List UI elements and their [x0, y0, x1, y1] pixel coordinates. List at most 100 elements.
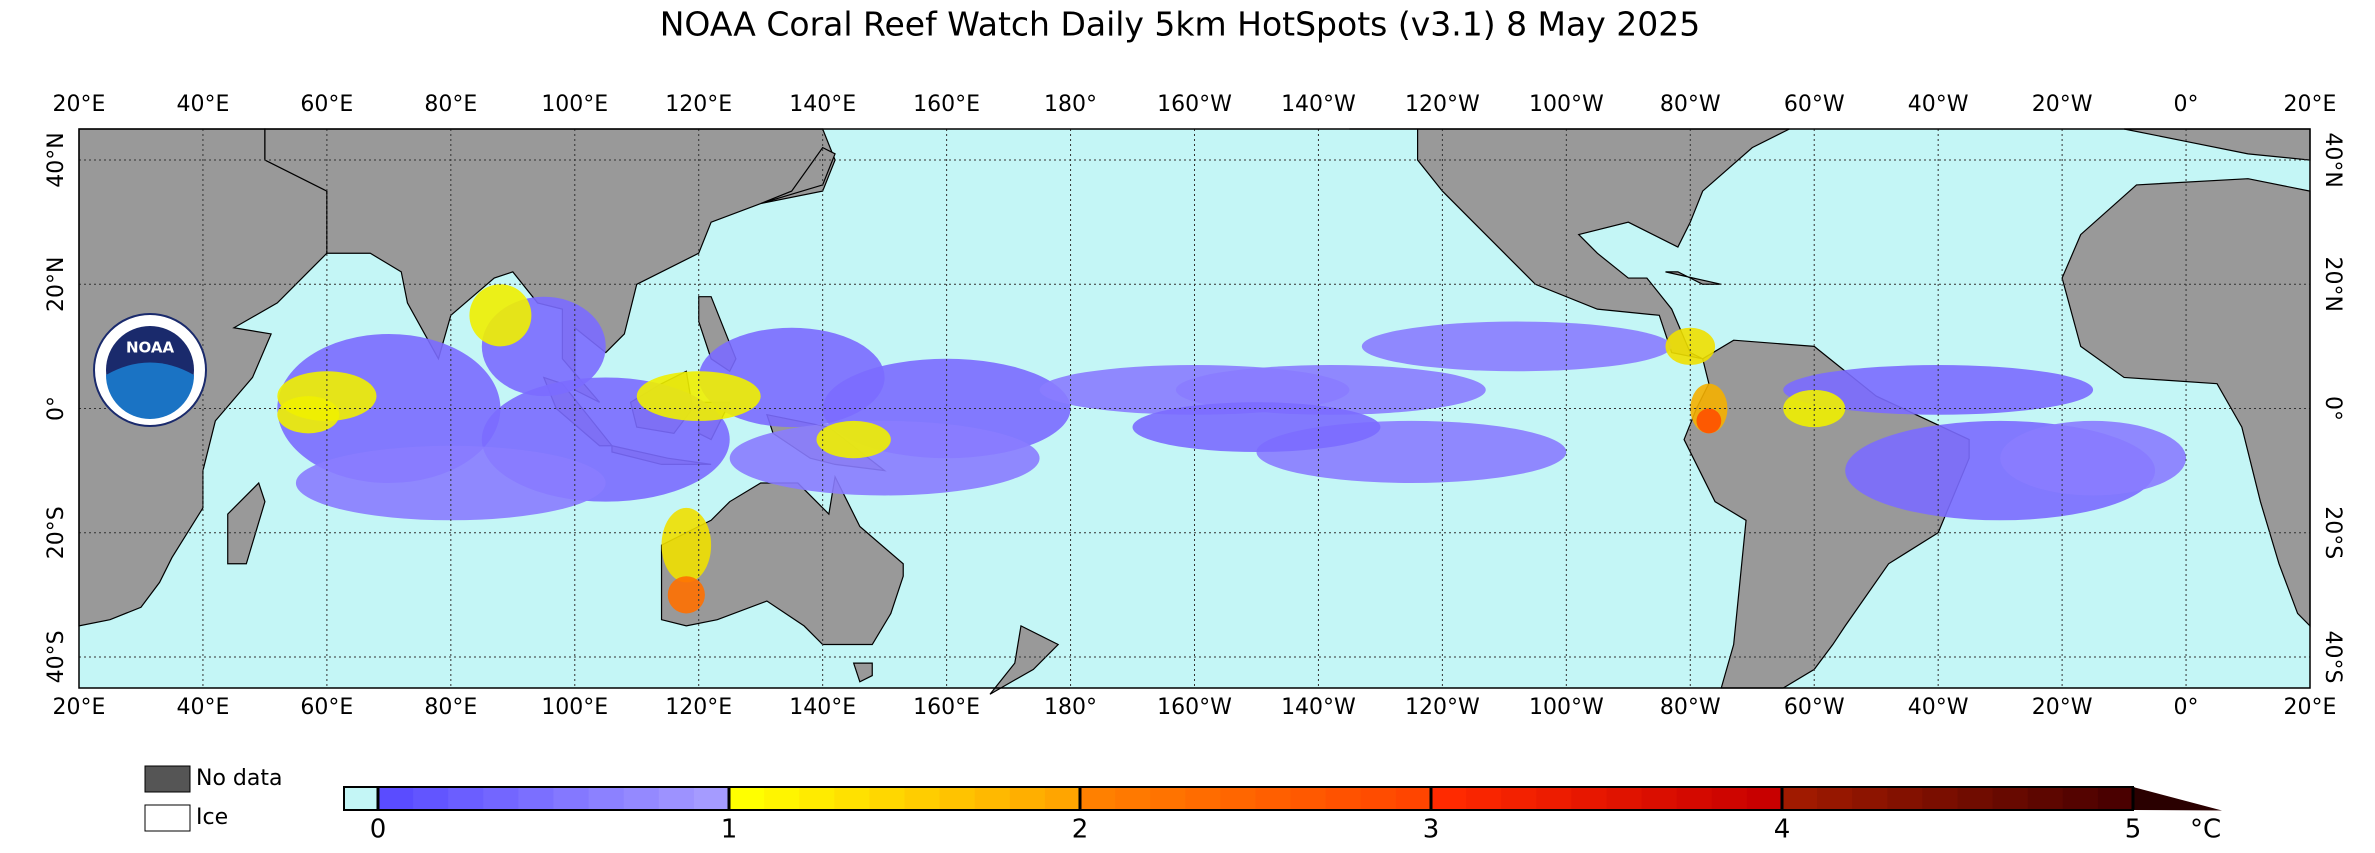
y-tick-label-left: 40°S	[44, 630, 69, 683]
hotspot-blob	[1132, 402, 1381, 452]
x-tick-label-bottom: 120°E	[665, 695, 732, 720]
colorbar-step	[2062, 787, 2099, 810]
x-tick-label-bottom: 60°E	[300, 695, 353, 720]
x-tick-label-top: 40°W	[1908, 92, 1969, 117]
colorbar-step	[1571, 787, 1607, 810]
colorbar-step	[413, 787, 449, 810]
colorbar-step	[1711, 787, 1748, 810]
colorbar-step	[1150, 787, 1186, 810]
logo-text: NOAA	[126, 339, 175, 357]
colorbar-step	[1220, 787, 1256, 810]
landmass	[1665, 271, 1722, 285]
hotspot-blob	[1665, 327, 1716, 366]
y-tick-label-left: 40°N	[44, 132, 69, 187]
x-tick-label-bottom: 100°W	[1529, 695, 1604, 720]
hotspot-blob	[636, 371, 761, 421]
x-tick-label-top: 20°E	[2284, 92, 2337, 117]
colorbar-step	[1290, 787, 1327, 810]
colorbar-step	[1080, 787, 1116, 810]
colorbar-step	[1817, 787, 1853, 810]
colorbar-step	[2097, 787, 2134, 810]
x-tick-label-top: 20°E	[53, 92, 106, 117]
colorbar-step	[483, 787, 519, 810]
y-tick-label-left: 0°	[44, 396, 69, 421]
colorbar-tick-label: 1	[721, 815, 738, 845]
colorbar-step	[1115, 787, 1151, 810]
colorbar-step	[518, 787, 554, 810]
hotspot-blob	[816, 420, 891, 459]
colorbar-arrow	[2133, 787, 2222, 811]
x-tick-label-top: 80°E	[424, 92, 477, 117]
x-tick-label-top: 40°E	[176, 92, 229, 117]
colorbar-unit: °C	[2190, 815, 2221, 845]
colorbar-step	[623, 787, 660, 810]
colorbar-step	[588, 787, 625, 810]
y-tick-label-right: 0°	[2320, 396, 2345, 421]
hotspot-blob	[1175, 365, 1486, 415]
landmass	[852, 662, 873, 683]
x-tick-label-top: 20°W	[2032, 92, 2093, 117]
landmass	[2061, 178, 2311, 628]
hotspot-blob	[667, 576, 705, 614]
x-tick-label-top: 120°E	[665, 92, 732, 117]
colorbar-step	[1395, 787, 1432, 810]
colorbar-step	[1536, 787, 1572, 810]
landmass	[227, 481, 266, 565]
colorbar-step	[834, 787, 870, 810]
logo: NOAA	[93, 313, 207, 427]
x-tick-label-bottom: 160°W	[1157, 695, 1232, 720]
colorbar-step	[729, 787, 765, 810]
x-tick-label-bottom: 40°W	[1908, 695, 1969, 720]
colorbar-step	[553, 787, 590, 810]
x-tick-label-bottom: 20°W	[2032, 695, 2093, 720]
colorbar-step	[1501, 787, 1537, 810]
colorbar-step	[1606, 787, 1643, 810]
colorbar-step	[799, 787, 835, 810]
colorbar-step	[939, 787, 976, 810]
colorbar-step	[1009, 787, 1046, 810]
hotspot-blob	[661, 507, 712, 583]
colorbar-step	[974, 787, 1011, 810]
x-tick-label-top: 100°W	[1529, 92, 1604, 117]
x-tick-label-top: 160°E	[913, 92, 980, 117]
landmass	[660, 474, 904, 646]
colorbar-step	[658, 787, 695, 810]
x-tick-label-top: 60°W	[1784, 92, 1845, 117]
colorbar-step	[378, 787, 414, 810]
x-tick-label-top: 80°W	[1660, 92, 1721, 117]
colorbar-step	[904, 787, 941, 810]
x-tick-label-top: 120°W	[1405, 92, 1480, 117]
colorbar-step	[1641, 787, 1678, 810]
x-tick-label-bottom: 100°E	[541, 695, 608, 720]
landmass	[760, 146, 836, 205]
x-tick-label-top: 60°E	[300, 92, 353, 117]
colorbar-step	[1676, 787, 1713, 810]
x-tick-label-top: 100°E	[541, 92, 608, 117]
y-tick-label-right: 40°S	[2320, 630, 2345, 683]
ice-swatch	[144, 804, 191, 832]
colorbar-step	[869, 787, 905, 810]
x-tick-label-bottom: 80°E	[424, 695, 477, 720]
x-tick-label-bottom: 80°W	[1660, 695, 1721, 720]
y-tick-label-left: 20°S	[44, 506, 69, 559]
no-data-swatch	[144, 765, 191, 793]
x-tick-label-bottom: 180°	[1044, 695, 1097, 720]
hotspot-blob	[1696, 408, 1722, 434]
x-tick-label-bottom: 0°	[2174, 695, 2199, 720]
colorbar-step	[1992, 787, 2029, 810]
legend-no-data: No data	[196, 766, 282, 791]
x-tick-label-bottom: 20°E	[53, 695, 106, 720]
x-tick-label-top: 180°	[1044, 92, 1097, 117]
hotspot-blob	[469, 284, 532, 347]
legend-ice: Ice	[196, 805, 228, 830]
hotspot-blob	[277, 333, 501, 484]
y-tick-label-left: 20°N	[44, 257, 69, 312]
colorbar-step	[1431, 787, 1467, 810]
colorbar-step	[693, 787, 730, 810]
colorbar-tick-label: 3	[1423, 815, 1440, 845]
colorbar-step	[2027, 787, 2064, 810]
hotspot-blob	[277, 396, 340, 434]
x-tick-label-bottom: 120°W	[1405, 695, 1480, 720]
y-tick-label-right: 20°N	[2320, 257, 2345, 312]
colorbar-step	[1922, 787, 1958, 810]
